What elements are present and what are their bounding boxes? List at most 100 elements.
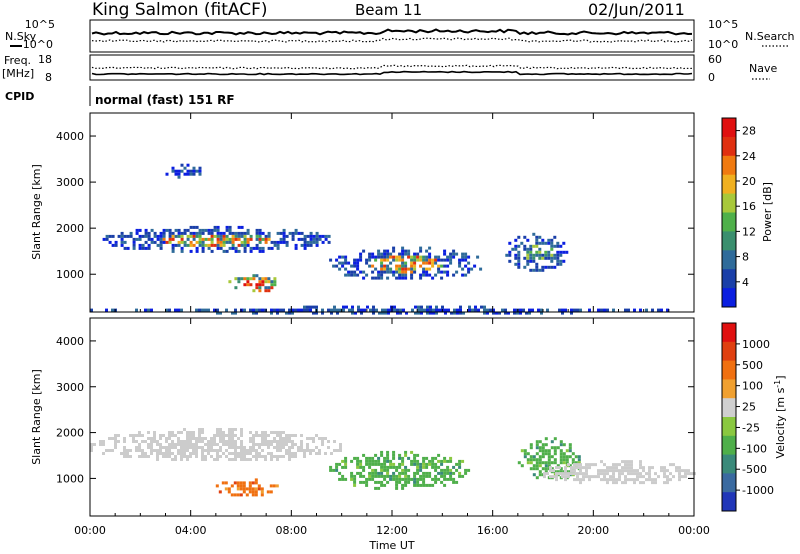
data-cell: [405, 311, 408, 315]
data-cell: [126, 449, 129, 452]
data-cell: [440, 258, 444, 262]
data-cell: [312, 311, 315, 315]
data-cell: [532, 467, 536, 471]
data-cell: [425, 267, 429, 271]
noise-panel: [89, 19, 695, 53]
data-cell: [234, 308, 237, 312]
data-cell: [210, 440, 213, 443]
data-cell: [246, 458, 249, 461]
data-cell: [234, 286, 238, 290]
data-cell: [559, 458, 563, 462]
data-cell: [201, 308, 204, 312]
data-cell: [470, 267, 474, 271]
data-cell: [264, 280, 268, 284]
data-cell: [532, 473, 536, 477]
data-cell: [523, 244, 527, 248]
data-cell: [419, 264, 423, 268]
data-cell: [261, 440, 264, 443]
data-cell: [570, 311, 573, 315]
data-cell: [309, 452, 312, 455]
colorbar-swatch: [722, 492, 736, 512]
data-cell: [186, 237, 190, 241]
data-cell: [528, 311, 531, 315]
data-cell: [609, 475, 612, 479]
data-cell: [329, 258, 333, 262]
data-cell: [228, 428, 231, 431]
colorbar-tick-label: 100: [742, 380, 763, 393]
data-cell: [513, 311, 516, 315]
data-cell: [624, 481, 627, 485]
data-cell: [523, 247, 527, 251]
data-cell: [138, 443, 141, 446]
data-cell: [630, 460, 633, 464]
data-cell: [651, 308, 654, 312]
data-cell: [237, 225, 241, 229]
data-cell: [600, 460, 603, 464]
data-cell: [273, 308, 276, 312]
data-cell: [231, 240, 235, 244]
data-cell: [544, 250, 548, 254]
data-cell: [568, 443, 572, 447]
data-cell: [383, 264, 387, 268]
data-cell: [556, 262, 560, 266]
data-cell: [195, 455, 198, 458]
data-cell: [538, 235, 542, 239]
data-cell: [180, 246, 184, 250]
data-cell: [285, 243, 289, 247]
data-cell: [273, 243, 277, 247]
data-cell: [462, 311, 465, 315]
data-cell: [420, 305, 423, 309]
data-cell: [399, 308, 402, 312]
data-cell: [216, 452, 219, 455]
data-cell: [276, 434, 279, 437]
data-cell: [615, 469, 618, 473]
data-cell: [192, 446, 195, 449]
data-cell: [392, 477, 396, 481]
data-cell: [207, 443, 210, 446]
data-cell: [384, 311, 387, 315]
data-cell: [228, 452, 231, 455]
data-cell: [236, 493, 240, 497]
data-cell: [245, 487, 249, 491]
data-cell: [383, 267, 387, 271]
data-cell: [365, 459, 369, 463]
data-cell: [338, 267, 342, 271]
data-cell: [258, 308, 261, 312]
data-cell: [426, 305, 429, 309]
data-cell: [541, 452, 545, 456]
data-cell: [621, 469, 624, 473]
data-cell: [222, 443, 225, 446]
data-cell: [246, 237, 250, 241]
data-cell: [464, 471, 468, 475]
data-cell: [392, 258, 396, 262]
velocity-heatmap: [90, 428, 696, 497]
freq-unit-label: [MHz]: [2, 67, 34, 80]
data-cell: [255, 434, 258, 437]
data-cell: [505, 253, 509, 257]
data-cell: [681, 475, 684, 479]
data-cell: [597, 308, 600, 312]
data-cell: [237, 234, 241, 238]
data-cell: [147, 237, 151, 241]
data-cell: [529, 461, 533, 465]
data-cell: [300, 237, 304, 241]
data-cell: [192, 431, 195, 434]
data-cell: [237, 446, 240, 449]
data-cell: [407, 267, 411, 271]
data-cell: [401, 276, 405, 280]
data-cell: [535, 467, 539, 471]
data-cell: [562, 458, 566, 462]
data-cell: [198, 446, 201, 449]
data-cell: [239, 493, 243, 497]
data-cell: [541, 443, 545, 447]
data-cell: [255, 234, 259, 238]
data-cell: [392, 270, 396, 274]
data-cell: [606, 469, 609, 473]
data-cell: [458, 465, 462, 469]
data-cell: [422, 465, 426, 469]
data-cell: [168, 240, 172, 244]
data-cell: [516, 311, 519, 315]
data-cell: [550, 461, 554, 465]
data-cell: [341, 474, 345, 478]
data-cell: [291, 234, 295, 238]
